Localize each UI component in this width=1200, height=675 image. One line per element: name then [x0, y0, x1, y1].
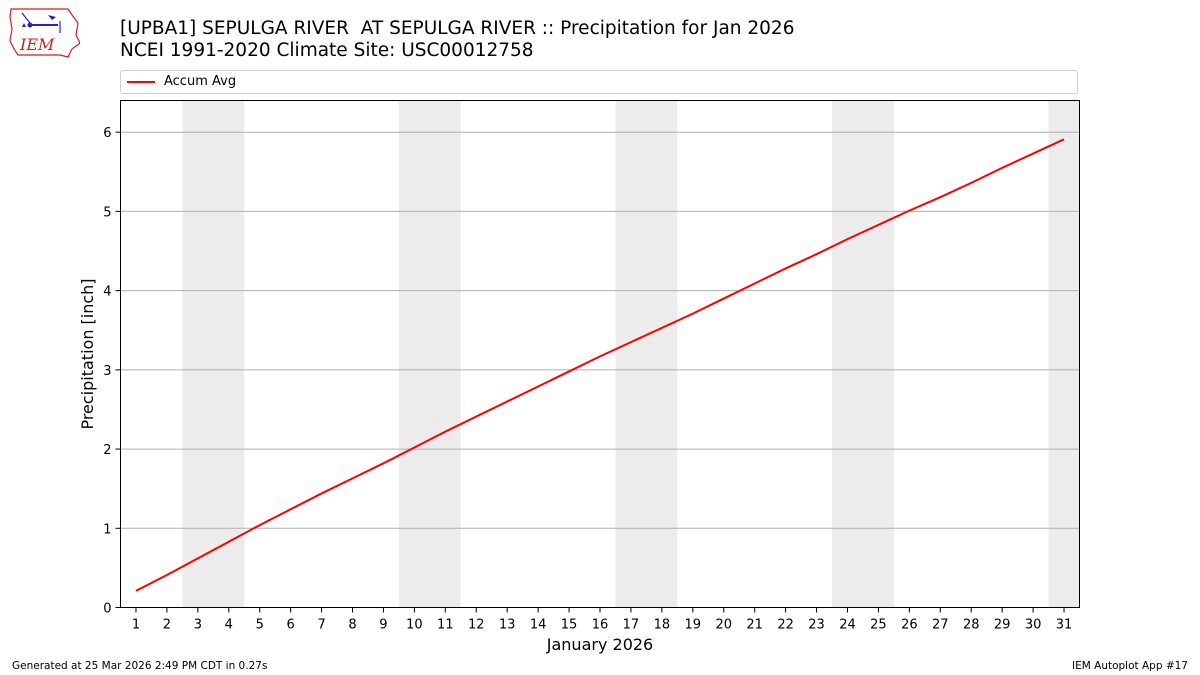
x-tick-label-30: 30 [1025, 618, 1042, 633]
x-tick-label-4: 4 [225, 618, 233, 633]
x-axis-label: January 2026 [546, 635, 653, 654]
x-tick-label-19: 19 [685, 618, 702, 633]
weekend-band-2 [615, 100, 678, 608]
chart-title: [UPBA1] SEPULGA RIVER AT SEPULGA RIVER :… [120, 18, 795, 39]
x-tick-label-8: 8 [348, 618, 356, 633]
x-tick-label-15: 15 [561, 618, 578, 633]
x-tick-label-21: 21 [746, 618, 763, 633]
y-tick-label-1: 1 [103, 522, 111, 537]
x-tick-label-22: 22 [777, 618, 794, 633]
x-tick-label-28: 28 [963, 618, 980, 633]
y-axis: 0 1 2 3 4 5 6 [103, 126, 121, 617]
x-tick-label-23: 23 [808, 618, 825, 633]
x-tick-label-27: 27 [932, 618, 949, 633]
y-tick-label-2: 2 [103, 443, 111, 458]
x-tick-label-20: 20 [715, 618, 732, 633]
x-tick-label-10: 10 [406, 618, 423, 633]
x-tick-label-16: 16 [592, 618, 609, 633]
iem-logo-icon: IEM [9, 8, 80, 58]
y-tick-label-3: 3 [103, 364, 111, 379]
weekend-band-0 [182, 100, 245, 608]
x-tick-label-17: 17 [623, 618, 640, 633]
plot-area-frame [120, 100, 1080, 608]
x-tick-label-13: 13 [499, 618, 516, 633]
x-tick-label-31: 31 [1056, 618, 1073, 633]
gridlines [120, 131, 1080, 529]
x-tick-label-25: 25 [870, 618, 887, 633]
x-tick-label-5: 5 [256, 618, 264, 633]
app-credit: IEM Autoplot App #17 [1072, 660, 1188, 672]
x-tick-label-9: 9 [379, 618, 387, 633]
legend-swatch-accum-avg [127, 81, 155, 83]
weekend-band-3 [832, 100, 894, 608]
x-tick-label-24: 24 [839, 618, 856, 633]
weekend-band-1 [398, 100, 461, 608]
y-tick-label-0: 0 [103, 602, 111, 617]
x-tick-label-6: 6 [287, 618, 295, 633]
y-tick-label-6: 6 [103, 126, 111, 141]
x-axis: 1 2 3 4 5 6 7 8 9 10 11 12 13 14 15 16 17 18 19 20 21 22 23 24 2… [132, 607, 1073, 633]
series-line-0 [135, 138, 1065, 592]
x-tick-label-3: 3 [194, 618, 202, 633]
x-tick-label-11: 11 [437, 618, 454, 633]
y-axis-label: Precipitation [inch] [78, 278, 97, 429]
x-tick-label-14: 14 [530, 618, 547, 633]
generated-timestamp: Generated at 25 Mar 2026 2:49 PM CDT in … [12, 660, 268, 672]
y-tick-label-4: 4 [103, 285, 111, 300]
x-tick-label-29: 29 [994, 618, 1011, 633]
weekend-bands [182, 100, 1080, 608]
series-layer [135, 138, 1065, 592]
x-tick-label-7: 7 [317, 618, 325, 633]
legend: Accum Avg [120, 70, 1078, 94]
x-tick-label-26: 26 [901, 618, 918, 633]
legend-label-accum-avg: Accum Avg [164, 74, 237, 89]
chart-subtitle: NCEI 1991-2020 Climate Site: USC00012758 [120, 40, 534, 61]
x-tick-label-18: 18 [654, 618, 671, 633]
weekend-band-4 [1048, 100, 1080, 608]
y-tick-label-5: 5 [103, 205, 111, 220]
x-tick-label-1: 1 [132, 618, 140, 633]
x-tick-label-2: 2 [163, 618, 171, 633]
x-tick-label-12: 12 [468, 618, 485, 633]
logo-text: IEM [19, 35, 55, 54]
